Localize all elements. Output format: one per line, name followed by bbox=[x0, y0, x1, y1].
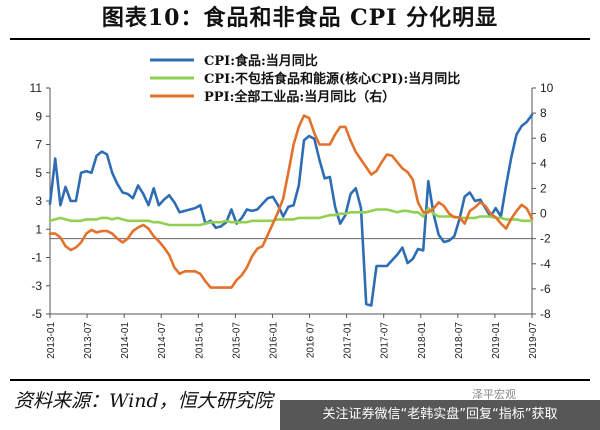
legend-label-food: CPI:食品:当月同比 bbox=[204, 53, 318, 69]
chart-axes: 11 9 7 5 3 1 -1 -3 -5 10 8 6 4 2 0 -2 -4 -6 -8 2013-01 2013-… bbox=[30, 81, 554, 359]
x-tick-label: 2013-07 bbox=[83, 322, 94, 359]
right-tick-label: 6 bbox=[540, 131, 547, 145]
x-tick-label: 2014-07 bbox=[157, 322, 168, 359]
right-tick-label: 4 bbox=[540, 156, 547, 170]
right-tick-label: -6 bbox=[540, 282, 551, 296]
left-tick-label: 7 bbox=[35, 138, 42, 152]
series-line-food bbox=[48, 113, 534, 307]
x-tick-label: 2017-01 bbox=[343, 322, 354, 359]
left-tick-label: 1 bbox=[35, 222, 42, 236]
left-tick-label: 5 bbox=[35, 166, 42, 180]
line-chart: 11 9 7 5 3 1 -1 -3 -5 10 8 6 4 2 0 -2 -4 -6 -8 2013-01 2013-… bbox=[30, 53, 554, 359]
legend-label-ppi: PPI:全部工业品:当月同比（右） bbox=[204, 89, 395, 105]
x-tick-label: 2016 07 bbox=[306, 322, 317, 359]
x-tick-label: 2019-01 bbox=[491, 322, 502, 359]
left-tick-label: 9 bbox=[35, 109, 42, 123]
right-tick-label: -4 bbox=[540, 257, 551, 271]
chart-title: 图表10：食品和非食品 CPI 分化明显 bbox=[101, 5, 499, 31]
right-tick-label: -2 bbox=[540, 232, 551, 246]
source-divider bbox=[10, 379, 590, 381]
x-tick-label: 2017-07 bbox=[380, 322, 391, 359]
x-tick-label: 2018-07 bbox=[454, 322, 465, 359]
left-tick-label: -3 bbox=[31, 279, 42, 293]
series-line-ppi bbox=[48, 114, 534, 289]
left-tick-label: -5 bbox=[31, 307, 42, 321]
source-note: 资料来源：Wind，恒大研究院 bbox=[14, 390, 273, 412]
right-tick-label: 2 bbox=[540, 181, 547, 195]
left-tick-label: -1 bbox=[31, 251, 42, 265]
watermark-extra: 泽平宏观 bbox=[472, 388, 516, 401]
x-tick-label: 2013-01 bbox=[46, 322, 57, 359]
x-tick-label: 2014-01 bbox=[120, 322, 131, 359]
x-tick-label: 2015-01 bbox=[194, 322, 205, 359]
right-tick-label: 8 bbox=[540, 106, 547, 120]
x-tick-label: 2018-01 bbox=[417, 322, 428, 359]
left-tick-label: 3 bbox=[35, 194, 42, 208]
right-tick-label: 0 bbox=[540, 207, 547, 221]
x-tick-label: 2016-01 bbox=[268, 322, 279, 359]
legend-label-core: CPI:不包括食品和能源(核心CPI):当月同比 bbox=[204, 71, 460, 87]
x-tick-label: 2015-07 bbox=[231, 322, 242, 359]
title-divider bbox=[10, 38, 590, 40]
right-tick-label: 10 bbox=[540, 81, 554, 95]
watermark-banner: 关注证券微信“老韩实盘”回复“指标”获取 bbox=[280, 400, 600, 430]
left-tick-label: 11 bbox=[30, 81, 43, 95]
x-tick-label: 2019-07 bbox=[528, 322, 539, 359]
right-tick-label: -8 bbox=[540, 307, 551, 321]
chart-legend: CPI:食品:当月同比 CPI:不包括食品和能源(核心CPI):当月同比 PPI:全… bbox=[150, 53, 460, 105]
chart-series bbox=[48, 113, 534, 307]
